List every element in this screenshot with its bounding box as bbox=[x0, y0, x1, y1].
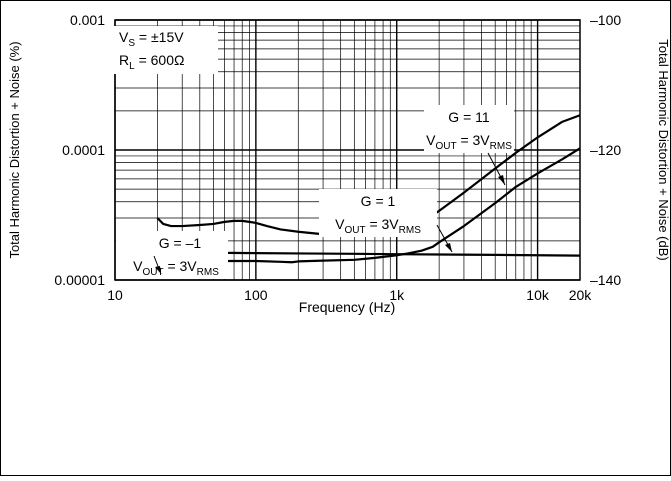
x-tick-label: 100 bbox=[244, 287, 268, 303]
x-axis-label: Frequency (Hz) bbox=[299, 299, 395, 315]
y-tick-label-right: –140 bbox=[590, 272, 621, 288]
annotation-box-gneg1 bbox=[116, 231, 228, 279]
annotation-g11-arrowhead bbox=[498, 175, 505, 185]
annotation-gneg1-gain: G = –1 bbox=[159, 235, 202, 251]
y-tick-label-right: –100 bbox=[590, 12, 621, 28]
x-tick-label: 20k bbox=[569, 287, 593, 303]
annotation-g11-gain: G = 11 bbox=[448, 109, 490, 125]
y-axis-label-right: Total Harmonic Distortion + Noise (dB) bbox=[656, 39, 671, 260]
annotation-g1-arrowhead bbox=[445, 243, 452, 252]
y-tick-label-left: 0.0001 bbox=[62, 142, 105, 158]
annotation-box-g1 bbox=[319, 189, 437, 237]
series-line-3 bbox=[157, 147, 581, 264]
x-tick-label: 10k bbox=[526, 287, 550, 303]
conditions-box bbox=[110, 26, 218, 74]
annotation-g1-gain: G = 1 bbox=[361, 193, 396, 209]
plot-area-border bbox=[114, 19, 581, 281]
annotation-gneg1-vout: VOUT = 3VRMS bbox=[133, 258, 219, 278]
y-tick-label-right: –120 bbox=[590, 142, 621, 158]
supply-voltage-label: VS = ±15V bbox=[119, 29, 184, 49]
series-line-2 bbox=[157, 251, 581, 257]
x-tick-label: 10 bbox=[107, 287, 123, 303]
annotation-g11-vout: VOUT = 3VRMS bbox=[426, 132, 512, 152]
series-layer bbox=[156, 114, 581, 264]
load-resistance-label: RL = 600Ω bbox=[119, 52, 184, 72]
x-tick-label: 1k bbox=[389, 287, 405, 303]
y-tick-label-left: 0.001 bbox=[70, 12, 105, 28]
tick-labels: 10 100 1k 10k 20k 0.001 0.0001 0.00001 –100 –120 –… bbox=[54, 12, 621, 303]
y-axis-label-left: Total Harmonic Distortion + Noise (%) bbox=[7, 41, 22, 258]
annotation-g1-vout: VOUT = 3VRMS bbox=[335, 216, 421, 236]
y-tick-label-left: 0.00001 bbox=[54, 272, 105, 288]
series-line-1 bbox=[156, 114, 581, 237]
annotation-gneg1-arrowhead bbox=[155, 266, 161, 274]
annotation-box-g11 bbox=[424, 105, 514, 153]
